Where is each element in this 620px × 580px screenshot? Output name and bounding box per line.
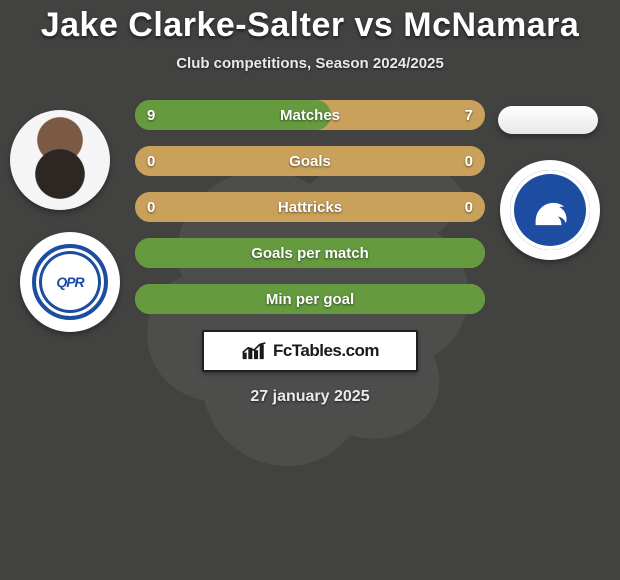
club-crest-right [500,160,600,260]
brand-text: FcTables.com [273,341,379,361]
page-title: Jake Clarke-Salter vs McNamara [0,6,620,45]
subtitle: Club competitions, Season 2024/2025 [0,55,620,72]
stat-row: 00Hattricks [135,192,485,222]
stat-bars: 97Matches 00Goals 00Hattricks Goals per mat… [135,100,485,314]
stat-row: 00Goals [135,146,485,176]
qpr-crest-icon: QPR [32,244,108,320]
stat-row: 97Matches [135,100,485,130]
stat-label: Min per goal [135,284,485,314]
millwall-crest-icon [510,170,590,250]
stat-label: Goals per match [135,238,485,268]
stat-label: Hattricks [135,192,485,222]
club-crest-left: QPR [20,232,120,332]
comparison-panel: QPR 97Matches 00Goals 00Hattricks Goals per… [0,100,620,406]
brand-badge[interactable]: FcTables.com [202,330,418,372]
stat-row: Min per goal [135,284,485,314]
player-pill-right [498,106,598,134]
snapshot-date: 27 january 2025 [0,388,620,406]
stat-label: Matches [135,100,485,130]
player-photo-left [10,110,110,210]
stat-label: Goals [135,146,485,176]
bar-chart-icon [241,340,267,362]
stat-row: Goals per match [135,238,485,268]
